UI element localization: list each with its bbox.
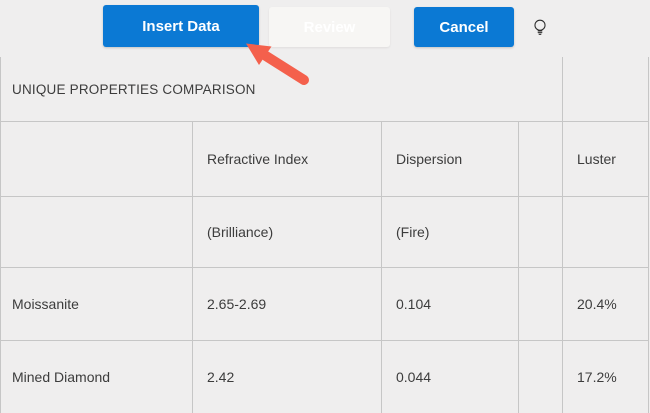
table-cell[interactable] <box>519 197 563 268</box>
table-cell[interactable]: 0.104 <box>382 268 519 341</box>
table-cell[interactable]: (Brilliance) <box>193 197 382 268</box>
table-cell[interactable]: (Fire) <box>382 197 519 268</box>
table-cell[interactable]: 0.044 <box>382 341 519 413</box>
insert-data-button[interactable]: Insert Data <box>103 5 259 47</box>
lightbulb-icon-glyph <box>534 19 546 35</box>
toolbar: Insert Data Review Cancel <box>0 0 650 57</box>
table-preview: UNIQUE PROPERTIES COMPARISON Refractive … <box>0 57 649 413</box>
table-cell[interactable] <box>519 122 563 197</box>
table-cell[interactable]: Refractive Index <box>193 122 382 197</box>
table-cell[interactable]: Dispersion <box>382 122 519 197</box>
table-cell[interactable]: 20.4% <box>563 268 648 341</box>
table-cell[interactable] <box>519 341 563 413</box>
table-cell[interactable] <box>1 122 193 197</box>
table-cell-empty[interactable] <box>563 57 648 122</box>
table-title-cell[interactable]: UNIQUE PROPERTIES COMPARISON <box>1 57 563 122</box>
table-cell[interactable] <box>1 197 193 268</box>
cancel-button[interactable]: Cancel <box>414 7 514 47</box>
table-cell[interactable]: Moissanite <box>1 268 193 341</box>
table-cell[interactable]: 2.42 <box>193 341 382 413</box>
table-cell[interactable]: 2.65-2.69 <box>193 268 382 341</box>
review-button[interactable]: Review <box>269 7 390 47</box>
table-cell[interactable]: Mined Diamond <box>1 341 193 413</box>
table-cell[interactable]: 17.2% <box>577 369 617 385</box>
lightbulb-icon[interactable] <box>526 10 554 46</box>
table-cell[interactable]: Luster <box>563 122 648 197</box>
table-cell[interactable] <box>519 268 563 341</box>
table-cell[interactable] <box>563 197 648 268</box>
